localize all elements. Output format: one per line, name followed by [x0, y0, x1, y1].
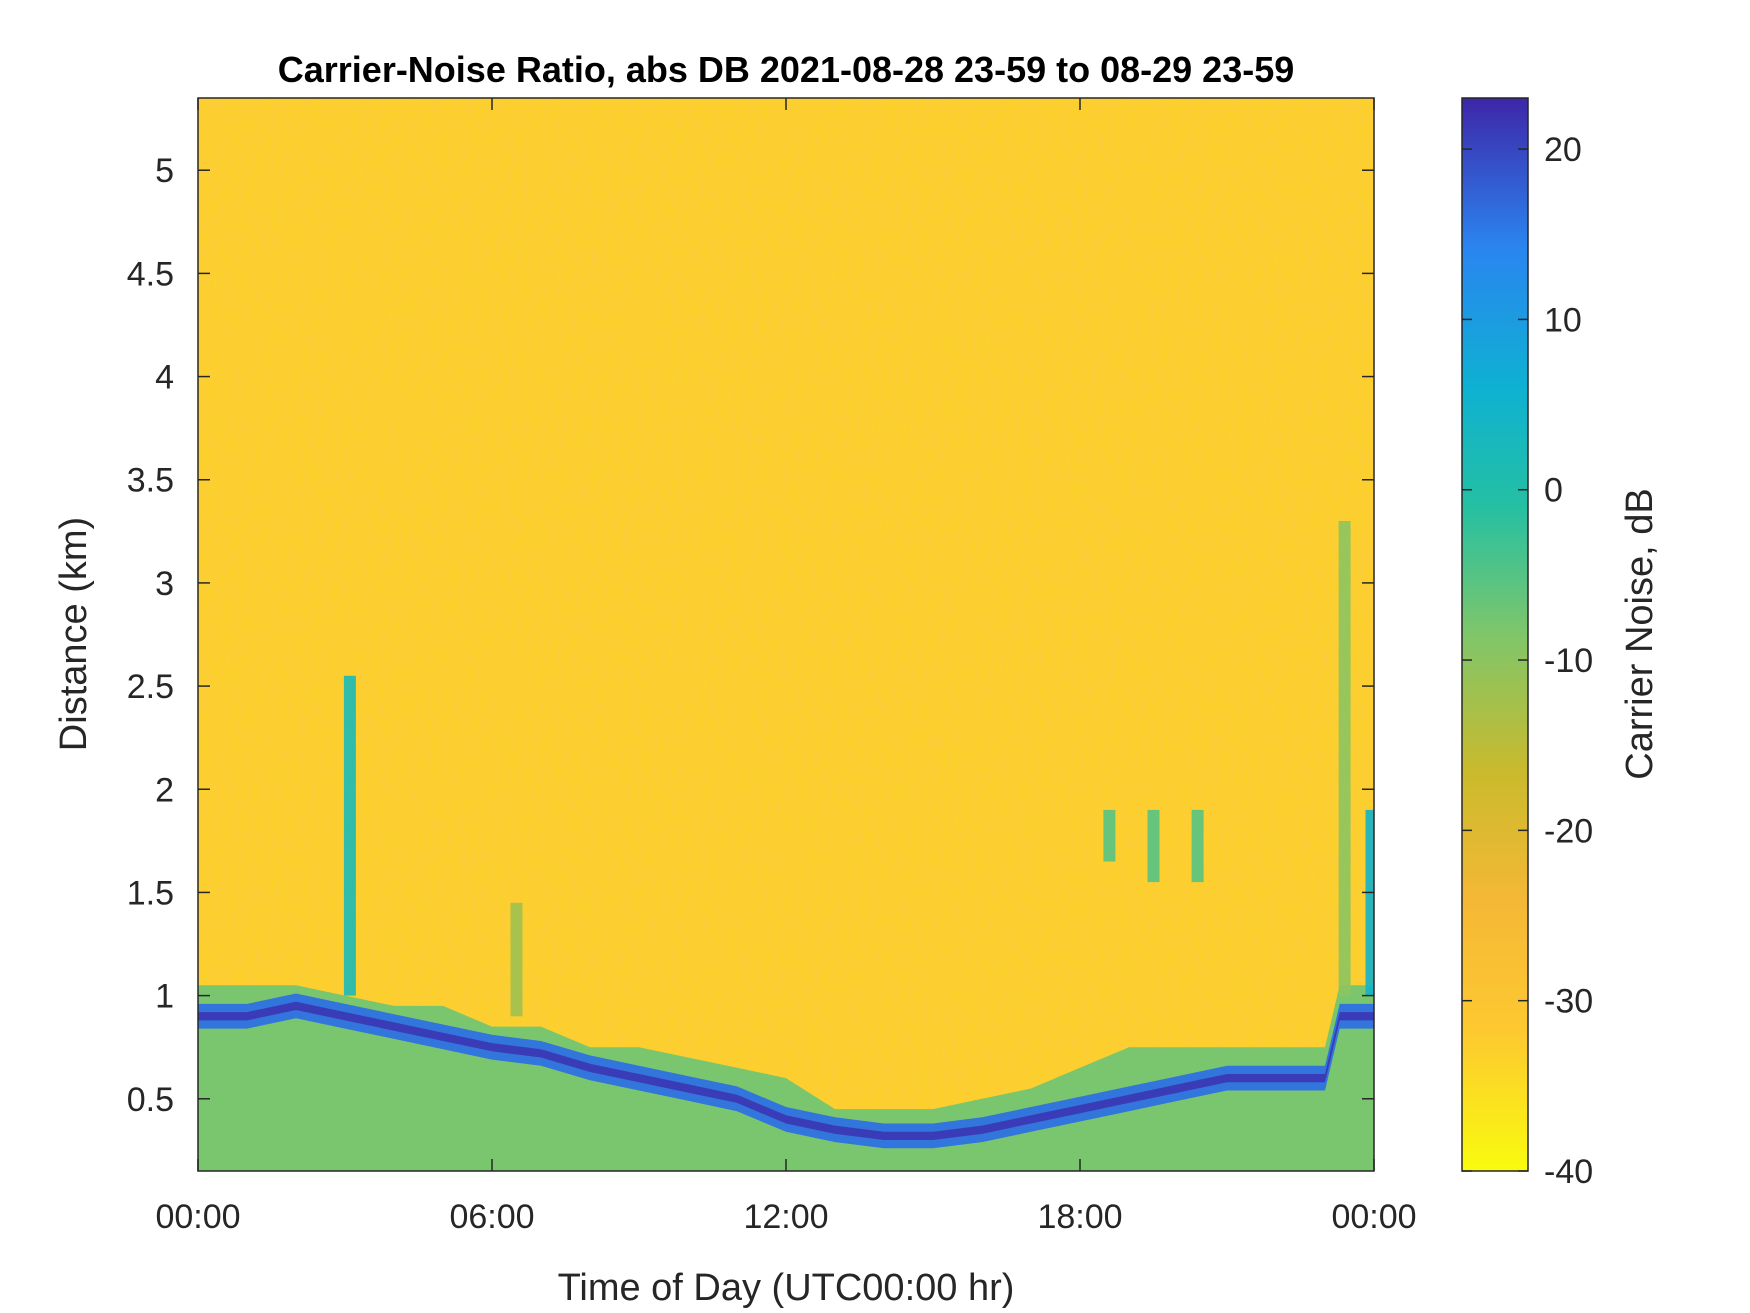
colorbar-tick-label: -40 [1544, 1153, 1593, 1191]
y-tick-label: 1.5 [127, 874, 174, 912]
x-axis: 00:00 06:00 12:00 18:00 00:00 [155, 98, 1417, 1236]
y-axis: 0.5 1 1.5 2 2.5 3 3.5 4 4.5 5 [127, 152, 1374, 1119]
x-tick-label: 06:00 [449, 1198, 534, 1236]
plume-mark [1103, 809, 1116, 862]
plot-area [198, 98, 1374, 1171]
x-tick-label: 12:00 [743, 1198, 828, 1236]
x-tick-label: 18:00 [1037, 1198, 1122, 1236]
y-tick-label: 4.5 [127, 255, 174, 293]
x-tick-label: 00:00 [1331, 1198, 1416, 1236]
chart-title: Carrier-Noise Ratio, abs DB 2021-08-28 2… [278, 49, 1295, 90]
y-tick-label: 4 [155, 359, 174, 397]
plume-mark [1191, 809, 1204, 883]
plume-mark [510, 902, 523, 1017]
colorbar-label: Carrier Noise, dB [1619, 488, 1661, 779]
y-axis-label: Distance (km) [53, 517, 95, 751]
plume-mark [1365, 809, 1374, 996]
colorbar: 20 10 0 -10 -20 -30 -40 [1461, 97, 1593, 1191]
heatmap-layers [198, 521, 1374, 1171]
y-tick-label: 2 [155, 771, 174, 809]
colorbar-tick-label: -10 [1544, 642, 1593, 680]
y-tick-label: 2.5 [127, 668, 174, 706]
colorbar-tick-label: -20 [1544, 812, 1593, 850]
plume-mark [1338, 521, 1351, 996]
colorbar-ticks: 20 10 0 -10 -20 -30 -40 [1462, 131, 1593, 1191]
colorbar-tick-label: 20 [1544, 131, 1582, 169]
heatmap-noise-texture [198, 98, 1374, 1171]
plume-mark [1147, 809, 1160, 883]
peak-backscatter-layer [198, 1001, 1374, 1140]
colorbar-tick-label: 0 [1544, 472, 1563, 510]
y-tick-label: 3 [155, 565, 174, 603]
colorbar-tick-label: 10 [1544, 301, 1582, 339]
y-tick-label: 1 [155, 978, 174, 1016]
boundary-layer-region [198, 985, 1374, 1171]
plume-mark [343, 675, 356, 996]
y-tick-label: 5 [155, 152, 174, 190]
colorbar-gradient [1461, 97, 1529, 1172]
x-axis-label: Time of Day (UTC00:00 hr) [558, 1267, 1015, 1309]
colorbar-tick-label: -30 [1544, 983, 1593, 1021]
y-tick-label: 0.5 [127, 1081, 174, 1119]
y-tick-label: 3.5 [127, 462, 174, 500]
x-tick-label: 00:00 [155, 1198, 240, 1236]
